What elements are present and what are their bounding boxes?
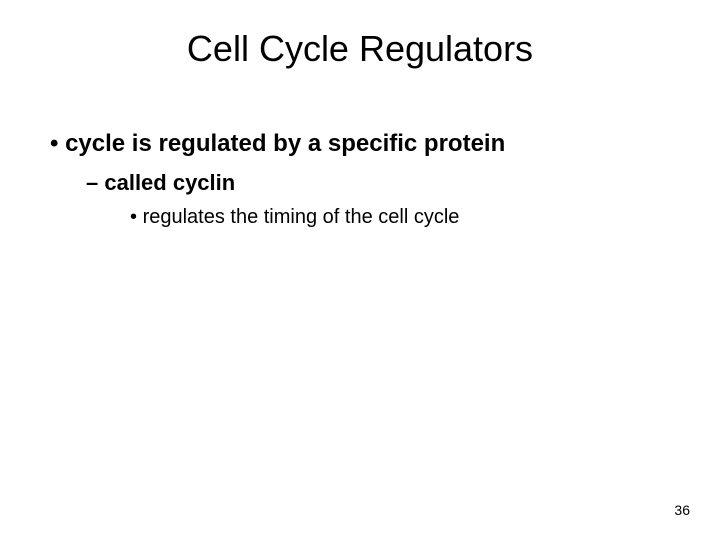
bullet-level2: called cyclin xyxy=(86,170,690,196)
slide-title: Cell Cycle Regulators xyxy=(30,28,690,70)
bullet-level3: regulates the timing of the cell cycle xyxy=(130,206,690,229)
page-number: 36 xyxy=(674,502,690,518)
slide-container: Cell Cycle Regulators cycle is regulated… xyxy=(0,0,720,540)
bullet-level1: cycle is regulated by a specific protein xyxy=(50,130,690,158)
